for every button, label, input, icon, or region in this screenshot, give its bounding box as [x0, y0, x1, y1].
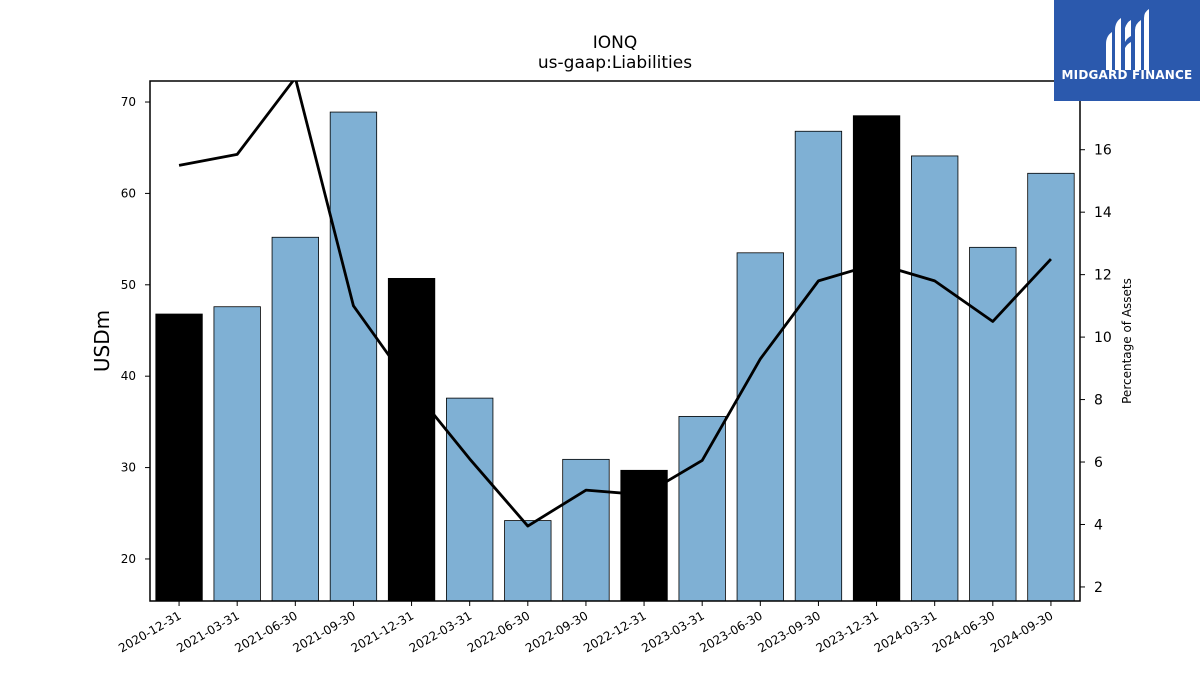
x-tick-label: 2023-12-31 — [814, 608, 881, 655]
y-tick-label: 20 — [121, 552, 136, 566]
plot-frame — [149, 80, 1081, 602]
y-tick-label: 40 — [121, 369, 136, 383]
x-tick-label: 2024-06-30 — [930, 608, 997, 655]
logo-text: MIDGARD FINANCE — [1061, 68, 1193, 82]
bar-2021-12-31 — [387, 277, 436, 602]
y-tick-label: 60 — [121, 186, 136, 200]
bar-2024-03-31 — [911, 155, 959, 602]
x-tick-label: 2023-06-30 — [697, 608, 764, 655]
x-tick-label: 2023-03-31 — [639, 608, 706, 655]
x-tick-label: 2020-12-31 — [116, 608, 183, 655]
bar-2021-09-30 — [329, 111, 378, 602]
y2-tick-label: 8 — [1094, 393, 1103, 409]
bar-2022-03-31 — [446, 397, 494, 602]
y2-tick-label: 14 — [1094, 205, 1112, 221]
bar-2022-09-30 — [562, 458, 610, 602]
y2-tick-label: 10 — [1094, 330, 1112, 346]
x-tick-label: 2022-03-31 — [407, 608, 474, 655]
y2-tick-label: 4 — [1094, 517, 1103, 533]
bar-2023-09-30 — [794, 130, 843, 602]
chart-title: IONQ — [593, 33, 638, 53]
y-tick-label: 30 — [121, 461, 136, 475]
bar-2020-12-31 — [155, 313, 203, 602]
y2-axis-label: Percentage of Assets — [1120, 278, 1134, 404]
y2-tick-label: 6 — [1094, 455, 1103, 471]
x-tick-label: 2022-12-31 — [581, 608, 648, 655]
x-tick-label: 2024-03-31 — [872, 608, 939, 655]
bar-2021-03-31 — [213, 306, 261, 602]
brand-logo: MIDGARD FINANCE — [1054, 0, 1200, 101]
y-axis-label: USDm — [90, 310, 114, 372]
y-tick-label: 70 — [121, 95, 136, 109]
x-tick-label: 2023-09-30 — [756, 608, 823, 655]
logo-mark-icon — [1106, 9, 1149, 70]
x-tick-label: 2021-12-31 — [349, 608, 416, 655]
bar-2022-06-30 — [504, 520, 552, 602]
bar-2023-03-31 — [678, 415, 726, 602]
x-tick-label: 2021-06-30 — [232, 608, 299, 655]
y2-tick-label: 12 — [1094, 268, 1112, 284]
bar-2023-06-30 — [736, 252, 784, 602]
bar-2023-12-31 — [852, 115, 901, 602]
x-tick-label: 2021-09-30 — [291, 608, 358, 655]
bar-2024-09-30 — [1027, 172, 1075, 602]
bar-2021-06-30 — [271, 236, 319, 602]
bar-2024-06-30 — [969, 246, 1017, 602]
y-tick-label: 50 — [121, 278, 136, 292]
percentage-line — [178, 81, 1052, 528]
x-tick-label: 2022-09-30 — [523, 608, 590, 655]
x-tick-label: 2024-09-30 — [988, 608, 1055, 655]
x-tick-label: 2022-06-30 — [465, 608, 532, 655]
x-tick-label: 2021-03-31 — [174, 608, 241, 655]
bar-2022-12-31 — [620, 469, 668, 602]
y2-tick-label: 16 — [1094, 143, 1112, 159]
y2-tick-label: 2 — [1094, 580, 1103, 596]
chart-subtitle: us-gaap:Liabilities — [538, 53, 692, 73]
